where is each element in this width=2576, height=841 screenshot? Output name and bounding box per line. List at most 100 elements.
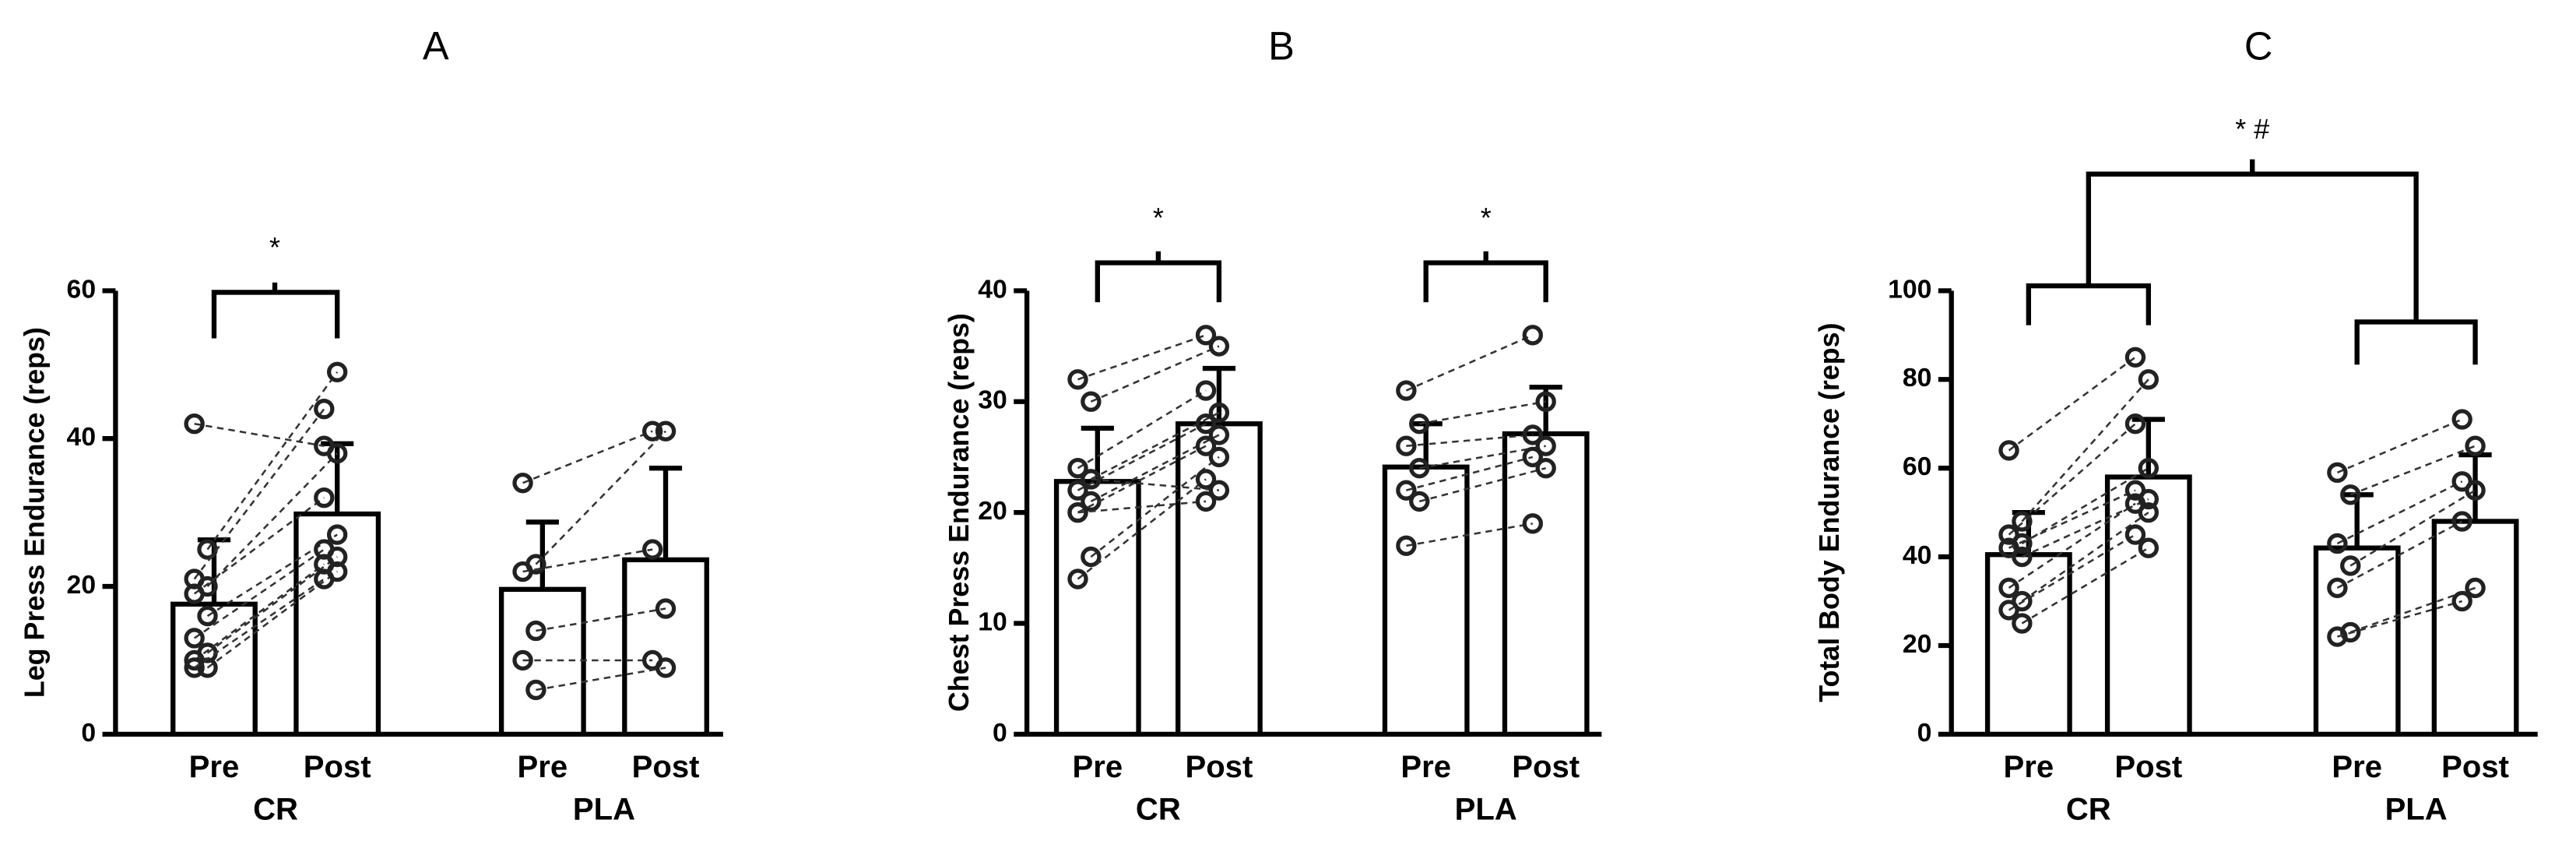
bar: [1984, 552, 2072, 737]
bracket: [2354, 319, 2478, 365]
bar: [622, 557, 709, 737]
pre-point: [184, 583, 205, 604]
x-tick-label: Post: [632, 750, 700, 784]
subject-line: [1077, 478, 1207, 580]
pre-point: [2012, 511, 2033, 532]
post-point: [2451, 511, 2472, 532]
post-point: [2138, 501, 2159, 523]
bar: [1053, 479, 1141, 737]
subject-line: [206, 571, 338, 669]
subject-line: [2021, 467, 2149, 545]
subject-line: [1418, 466, 1546, 503]
pre-point: [1409, 457, 1430, 479]
post-point: [1195, 413, 1217, 435]
post-point: [326, 524, 348, 545]
group-label: CR: [253, 793, 298, 827]
bracket: [1095, 260, 1222, 303]
subject-line: [1406, 523, 1534, 547]
subject-line: [206, 371, 339, 551]
pre-point: [2327, 462, 2348, 484]
subject-line: [1419, 445, 1546, 470]
y-axis-label: Total Body Endurance (reps): [1814, 322, 1845, 702]
x-tick-label: Pre: [189, 750, 240, 784]
subject-line: [2337, 600, 2463, 638]
pre-point: [184, 657, 205, 678]
post-point: [314, 399, 335, 420]
bar: [498, 586, 586, 737]
pre-point: [197, 605, 218, 627]
subject-line: [2349, 489, 2476, 567]
subject-line: [206, 556, 338, 654]
x-tick-label: Post: [1512, 750, 1580, 784]
pre-point: [512, 561, 533, 582]
pre-point: [1998, 600, 2019, 621]
pre-point: [2012, 613, 2033, 634]
bar: [1382, 464, 1470, 737]
subject-line: [536, 607, 666, 632]
pre-point: [1067, 480, 1088, 501]
pre-point: [1396, 380, 1417, 401]
post-point: [1208, 424, 1230, 445]
group-label: PLA: [1455, 793, 1517, 827]
pre-point: [2012, 546, 2033, 568]
post-point: [314, 568, 335, 589]
group-label: CR: [2066, 793, 2111, 827]
y-tick-label: 0: [1917, 718, 1932, 748]
x-tick-label: Pre: [2332, 750, 2382, 784]
post-point: [1535, 391, 1556, 412]
post-point: [2124, 524, 2146, 545]
bracket: [2026, 283, 2151, 325]
significance: * #: [2235, 114, 2269, 145]
post-point: [2138, 537, 2159, 558]
post-point: [2138, 457, 2159, 479]
subject-line: [2008, 423, 2136, 536]
subject-line: [193, 578, 325, 669]
subject-line: [1077, 445, 1207, 514]
post-point: [2451, 590, 2472, 612]
subject-line: [2336, 520, 2463, 589]
subject-line: [193, 497, 325, 595]
bar: [2104, 474, 2192, 737]
post-point: [1208, 402, 1230, 424]
pre-point: [2340, 555, 2361, 576]
subject-line: [206, 452, 339, 587]
pre-point: [1396, 535, 1417, 557]
subject-line: [2021, 547, 2149, 625]
y-tick-label: 30: [978, 385, 1007, 415]
subject-line: [193, 563, 325, 661]
post-point: [1522, 513, 1543, 534]
subject-line: [1419, 400, 1546, 425]
post-point: [641, 539, 663, 560]
subject-line: [536, 667, 666, 691]
group-label: CR: [1136, 793, 1181, 827]
pre-point: [1067, 369, 1088, 390]
x-tick-label: Pre: [2004, 750, 2054, 784]
post-point: [655, 598, 677, 619]
y-tick-label: 100: [1888, 274, 1931, 304]
pre-point: [1067, 568, 1088, 589]
post-point: [641, 420, 663, 442]
y-tick-label: 20: [978, 496, 1007, 526]
y-tick-label: 0: [81, 718, 96, 748]
pre-point: [1998, 440, 2019, 461]
pre-point: [184, 413, 205, 435]
subject-line: [522, 430, 653, 484]
post-point: [2138, 369, 2159, 390]
post-point: [655, 420, 677, 442]
y-tick-label: 40: [1903, 540, 1932, 570]
post-point: [655, 657, 677, 678]
pre-point: [1409, 491, 1430, 512]
group-label: PLA: [573, 793, 635, 827]
x-tick-label: Post: [304, 750, 371, 784]
bar: [2431, 519, 2519, 737]
post-point: [1208, 446, 1230, 468]
x-tick-label: Post: [1185, 750, 1253, 784]
subject-line: [2336, 480, 2463, 545]
subject-line: [194, 422, 325, 447]
post-point: [1195, 325, 1217, 346]
y-tick-label: 10: [978, 607, 1007, 636]
y-axis-label: Chest Press Endurance (reps): [944, 313, 975, 712]
subject-line: [2336, 418, 2463, 474]
subject-line: [193, 408, 325, 580]
